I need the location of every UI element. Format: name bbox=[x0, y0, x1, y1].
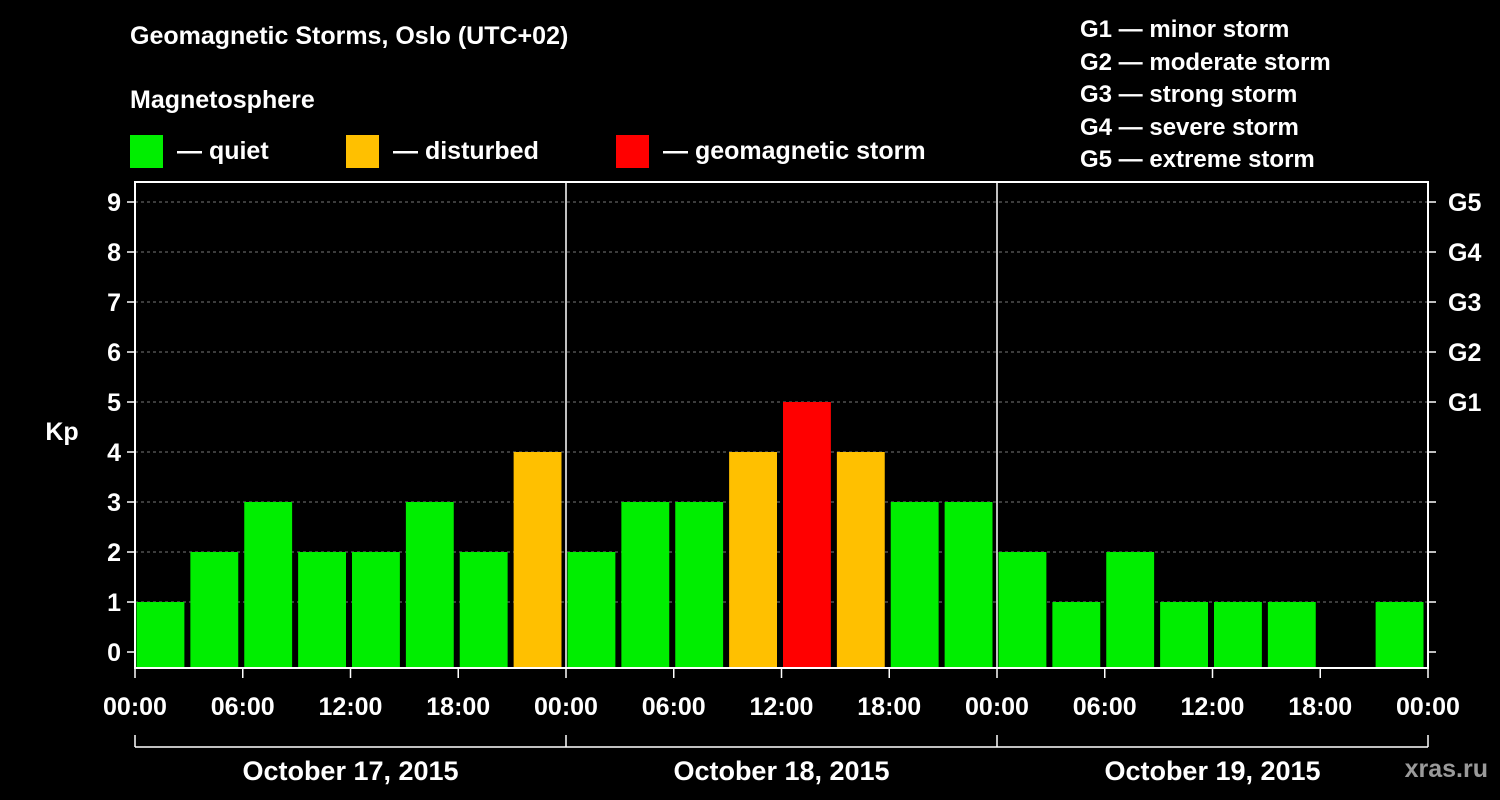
y-tick-label: 3 bbox=[107, 489, 121, 517]
chart-title: Geomagnetic Storms, Oslo (UTC+02) bbox=[130, 22, 569, 50]
storm-scale-legend: G1 — minor storm G2 — moderate storm G3 … bbox=[1080, 14, 1331, 177]
legend-swatch-quiet bbox=[130, 134, 163, 168]
g-scale-label: G4 bbox=[1448, 239, 1481, 267]
legend-item-disturbed: — disturbed bbox=[346, 134, 539, 168]
x-tick-label: 18:00 bbox=[1288, 693, 1352, 721]
x-tick-label: 18:00 bbox=[857, 693, 921, 721]
kp-bar bbox=[944, 502, 993, 668]
g-scale-label: G5 bbox=[1448, 189, 1481, 217]
x-tick-label: 12:00 bbox=[1181, 693, 1245, 721]
kp-bar bbox=[998, 552, 1047, 668]
kp-bar bbox=[567, 552, 616, 668]
kp-bar bbox=[1106, 552, 1155, 668]
g-scale-label: G1 bbox=[1448, 389, 1481, 417]
kp-bar bbox=[729, 452, 777, 668]
legend-swatch-storm bbox=[616, 134, 649, 168]
legend-item-storm: — geomagnetic storm bbox=[616, 134, 926, 168]
x-tick-label: 00:00 bbox=[965, 693, 1029, 721]
legend-swatch-disturbed bbox=[346, 134, 379, 168]
kp-bar bbox=[352, 552, 400, 668]
storm-scale-g2: G2 — moderate storm bbox=[1080, 48, 1331, 76]
y-tick-label: 2 bbox=[107, 539, 121, 567]
watermark: xras.ru bbox=[1404, 755, 1488, 783]
day-label: October 19, 2015 bbox=[1104, 756, 1320, 786]
day-label: October 18, 2015 bbox=[673, 756, 889, 786]
y-tick-label: 7 bbox=[107, 289, 121, 317]
storm-scale-g5: G5 — extreme storm bbox=[1080, 146, 1315, 173]
kp-bar bbox=[298, 552, 346, 668]
x-tick-label: 06:00 bbox=[642, 693, 706, 721]
legend-item-quiet: — quiet bbox=[130, 134, 269, 168]
y-axis-label: Kp bbox=[45, 418, 78, 446]
storm-scale-g3: G3 — strong storm bbox=[1080, 81, 1298, 108]
x-tick-label: 12:00 bbox=[319, 693, 383, 721]
kp-bar bbox=[1214, 602, 1262, 668]
y-tick-label: 5 bbox=[107, 389, 121, 417]
kp-bar bbox=[675, 502, 724, 668]
g-scale-label: G3 bbox=[1448, 289, 1481, 317]
kp-bar bbox=[244, 502, 293, 668]
legend-label-storm: — geomagnetic storm bbox=[663, 136, 926, 165]
y-tick-label: 0 bbox=[107, 639, 121, 667]
legend-heading: Magnetosphere bbox=[130, 86, 315, 114]
kp-bar bbox=[459, 552, 508, 668]
kp-bar bbox=[1052, 602, 1101, 668]
kp-bar bbox=[136, 602, 185, 668]
kp-bar bbox=[1160, 602, 1208, 668]
y-tick-label: 9 bbox=[107, 189, 121, 217]
x-tick-label: 12:00 bbox=[750, 693, 814, 721]
kp-bar bbox=[783, 402, 831, 668]
kp-bar bbox=[190, 552, 239, 668]
x-tick-label: 00:00 bbox=[103, 693, 167, 721]
x-tick-label: 06:00 bbox=[1073, 693, 1137, 721]
g-scale-label: G2 bbox=[1448, 339, 1481, 367]
kp-bar bbox=[405, 502, 454, 668]
x-tick-label: 06:00 bbox=[211, 693, 275, 721]
legend-label-disturbed: — disturbed bbox=[393, 136, 539, 165]
kp-bar bbox=[890, 502, 939, 668]
storm-scale-g4: G4 — severe storm bbox=[1080, 113, 1299, 141]
kp-bar bbox=[513, 452, 562, 668]
x-tick-label: 00:00 bbox=[1396, 693, 1460, 721]
storm-scale-g1: G1 — minor storm bbox=[1080, 16, 1290, 43]
day-label: October 17, 2015 bbox=[242, 756, 458, 786]
kp-bar bbox=[836, 452, 885, 668]
kp-bar bbox=[1375, 602, 1424, 668]
y-tick-label: 1 bbox=[107, 589, 121, 617]
y-tick-label: 8 bbox=[107, 239, 121, 267]
x-tick-label: 00:00 bbox=[534, 693, 598, 721]
x-tick-label: 18:00 bbox=[426, 693, 490, 721]
legend-label-quiet: — quiet bbox=[177, 136, 269, 165]
y-tick-label: 4 bbox=[107, 439, 121, 467]
kp-bar bbox=[621, 502, 670, 668]
kp-bar bbox=[1267, 602, 1316, 668]
y-tick-label: 6 bbox=[107, 339, 121, 367]
